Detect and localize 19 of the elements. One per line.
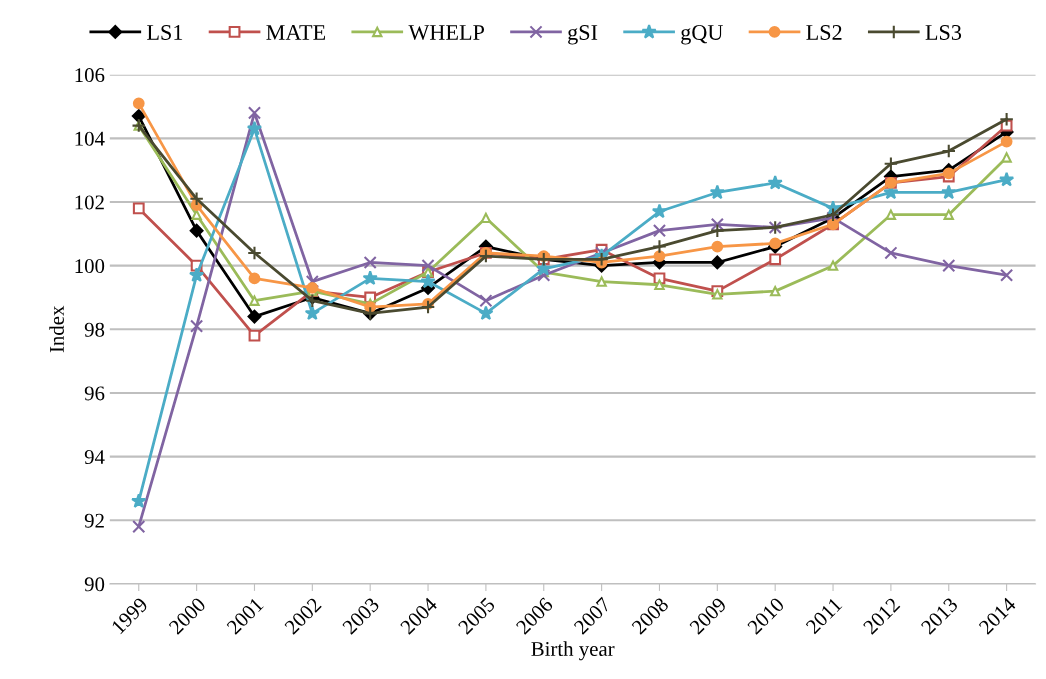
x-tick-label: 2011: [805, 597, 843, 635]
y-tick-label: 102: [75, 195, 104, 210]
x-axis-title: Birth year: [531, 641, 615, 661]
legend-label: gSI: [568, 24, 598, 45]
legend-label: LS2: [806, 24, 842, 40]
y-tick-label: 92: [84, 513, 104, 528]
y-tick-label: 94: [84, 450, 105, 465]
legend-label: MATE: [266, 25, 326, 40]
y-axis-title: Index: [49, 305, 64, 353]
legend-label: LS3: [925, 24, 962, 40]
legend-label: WHELP: [408, 25, 485, 41]
legend-label: gQU: [681, 24, 723, 45]
y-tick-label: 100: [75, 259, 105, 274]
y-tick-label: 98: [84, 322, 105, 337]
y-tick-label: 90: [84, 577, 105, 592]
y-tick-label: 106: [75, 68, 105, 83]
y-tick-label: 96: [84, 386, 105, 401]
legend-label: LS1: [147, 24, 183, 40]
y-tick-label: 104: [75, 131, 105, 146]
